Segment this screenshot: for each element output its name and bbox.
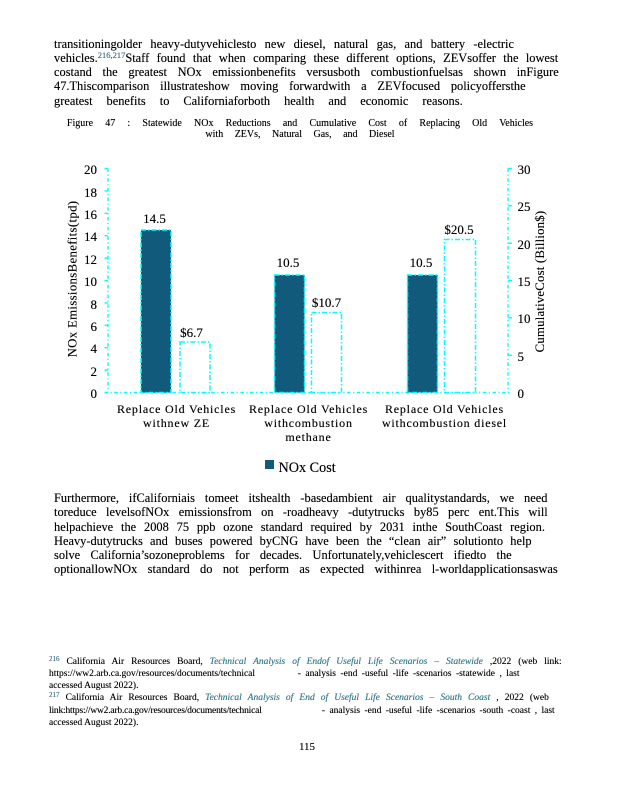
svg-text:NOx EmissionsBenefits(tpd): NOx EmissionsBenefits(tpd) — [66, 201, 80, 358]
svg-text:CumulativeCost (Billion$): CumulativeCost (Billion$) — [533, 211, 547, 353]
